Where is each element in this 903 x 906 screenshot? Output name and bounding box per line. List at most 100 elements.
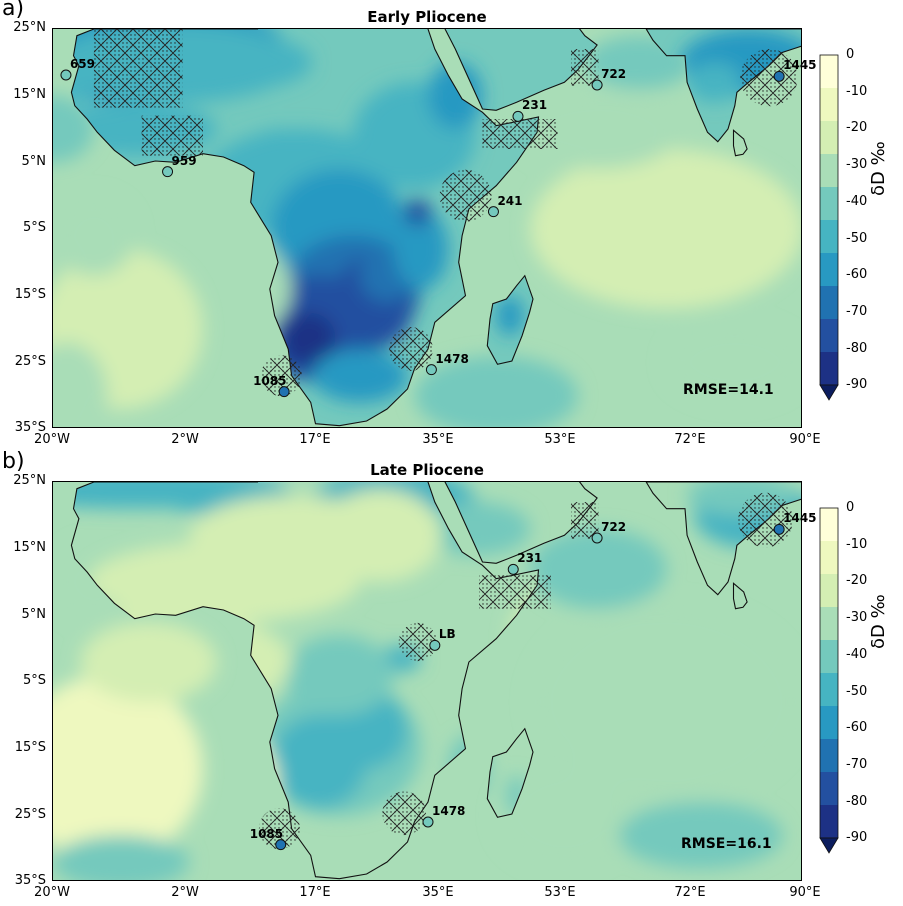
- site-label: 659: [69, 57, 96, 71]
- colorbar-tick: -60: [846, 720, 868, 736]
- site-marker: [162, 166, 174, 178]
- significance-hatch: [93, 29, 183, 108]
- colorbar: [819, 507, 839, 854]
- coastline: [645, 482, 801, 596]
- coastline: [645, 29, 801, 143]
- site-marker: [512, 110, 524, 122]
- site-marker: [425, 364, 437, 376]
- colorbar-segment: [820, 88, 838, 121]
- lat-tick: 5°S: [22, 673, 46, 688]
- significance-hatch: [398, 622, 437, 662]
- lon-tick: 17°E: [299, 432, 331, 447]
- site-label: 1478: [432, 804, 466, 818]
- colorbar-tick: -70: [846, 303, 868, 319]
- site-label: 241: [497, 193, 523, 208]
- colorbar-segment: [820, 805, 838, 838]
- lat-tick: 15°N: [13, 87, 46, 102]
- lat-tick: 15°N: [13, 540, 46, 555]
- colorbar-segment: [820, 706, 838, 739]
- lon-tick: 2°W: [171, 432, 199, 447]
- lon-tick: 90°E: [789, 885, 821, 900]
- colorbar-segment: [820, 319, 838, 352]
- map-svg: [53, 482, 801, 880]
- site-label: LB: [438, 627, 456, 642]
- significance-hatch: [571, 49, 599, 86]
- significance-hatch: [389, 327, 433, 371]
- colorbar-tick: -20: [846, 573, 868, 589]
- colorbar-tick: -10: [846, 83, 868, 99]
- colorbar-tick: -90: [846, 377, 868, 393]
- colorbar-segment: [820, 253, 838, 286]
- lat-tick: 5°N: [21, 607, 47, 622]
- map-area: [52, 28, 802, 428]
- colorbar-segment: [820, 154, 838, 187]
- colorbar-tick: -80: [846, 340, 868, 356]
- significance-hatch: [382, 791, 426, 836]
- site-label: 1085: [249, 826, 284, 841]
- lat-tick: 35°S: [14, 873, 46, 888]
- lat-tick: 5°S: [22, 220, 46, 235]
- panel-late-pliocene: b) Late Pliocene 25°N 15°N 5°N 5°S 15°S …: [0, 449, 903, 906]
- lat-tick: 25°N: [13, 473, 46, 488]
- significance-hatch: [141, 115, 203, 156]
- colorbar-segment: [820, 121, 838, 154]
- site-label: 959: [171, 153, 197, 168]
- panel-title: Early Pliocene: [367, 8, 487, 26]
- significance-hatch: [740, 49, 798, 107]
- colorbar-tick: 0: [846, 47, 855, 62]
- site-marker: [278, 386, 290, 398]
- coastline: [732, 582, 748, 610]
- lon-tick: 53°E: [544, 432, 576, 447]
- colorbar-tick: -20: [846, 120, 868, 136]
- coastline: [732, 129, 748, 157]
- colorbar-tick: -80: [846, 793, 868, 809]
- colorbar-unit: δD ‰: [868, 594, 889, 649]
- site-marker: [422, 816, 434, 828]
- lat-tick: 15°S: [14, 740, 46, 755]
- panel-early-pliocene: a) Early Pliocene 25°N 15°N 5°N 5°S 15°S…: [2, 0, 889, 447]
- colorbar-extend: [819, 384, 839, 401]
- colorbar-tick: -60: [846, 267, 868, 283]
- lat-tick: 25°N: [13, 20, 46, 35]
- site-marker: [773, 523, 785, 535]
- significance-hatch: [258, 808, 300, 850]
- lon-tick: 2°W: [171, 885, 199, 900]
- lon-tick: 72°E: [674, 885, 706, 900]
- colorbar-segment: [820, 673, 838, 706]
- colorbar-tick: 0: [846, 500, 855, 515]
- site-label: 722: [601, 520, 627, 534]
- coastline: [486, 274, 534, 365]
- panel-tag: a): [2, 0, 25, 21]
- colorbar-segment: [820, 739, 838, 772]
- colorbar-tick: -50: [846, 230, 868, 246]
- panel-tag: b): [2, 449, 25, 474]
- site-marker: [60, 69, 72, 81]
- site-label: 722: [601, 67, 627, 81]
- colorbar-tick: -10: [846, 536, 868, 552]
- panel-title: Late Pliocene: [370, 461, 484, 479]
- colorbar-segment: [820, 772, 838, 805]
- site-label: 1445: [783, 511, 817, 526]
- significance-hatch: [479, 575, 551, 609]
- site-label: 231: [517, 551, 543, 566]
- lat-tick: 5°N: [21, 154, 47, 169]
- lon-tick: 90°E: [789, 432, 821, 447]
- rmse-label: RMSE=16.1: [681, 836, 772, 852]
- site-marker: [429, 639, 441, 651]
- colorbar-segment: [820, 541, 838, 574]
- colorbar-segment: [820, 55, 838, 88]
- colorbar-segment: [820, 508, 838, 541]
- lon-tick: 20°W: [34, 432, 70, 447]
- rmse-label: RMSE=14.1: [683, 382, 774, 398]
- lon-tick: 35°E: [422, 885, 454, 900]
- colorbar-tick: -50: [846, 683, 868, 699]
- colorbar-segment: [820, 640, 838, 673]
- site-marker: [591, 532, 603, 544]
- site-label: 1445: [783, 58, 817, 73]
- map-area: [52, 481, 802, 881]
- colorbar-tick: -30: [846, 610, 868, 626]
- significance-hatch: [482, 119, 558, 149]
- site-label: 1478: [435, 351, 469, 366]
- site-marker: [591, 79, 603, 91]
- site-marker: [507, 563, 519, 575]
